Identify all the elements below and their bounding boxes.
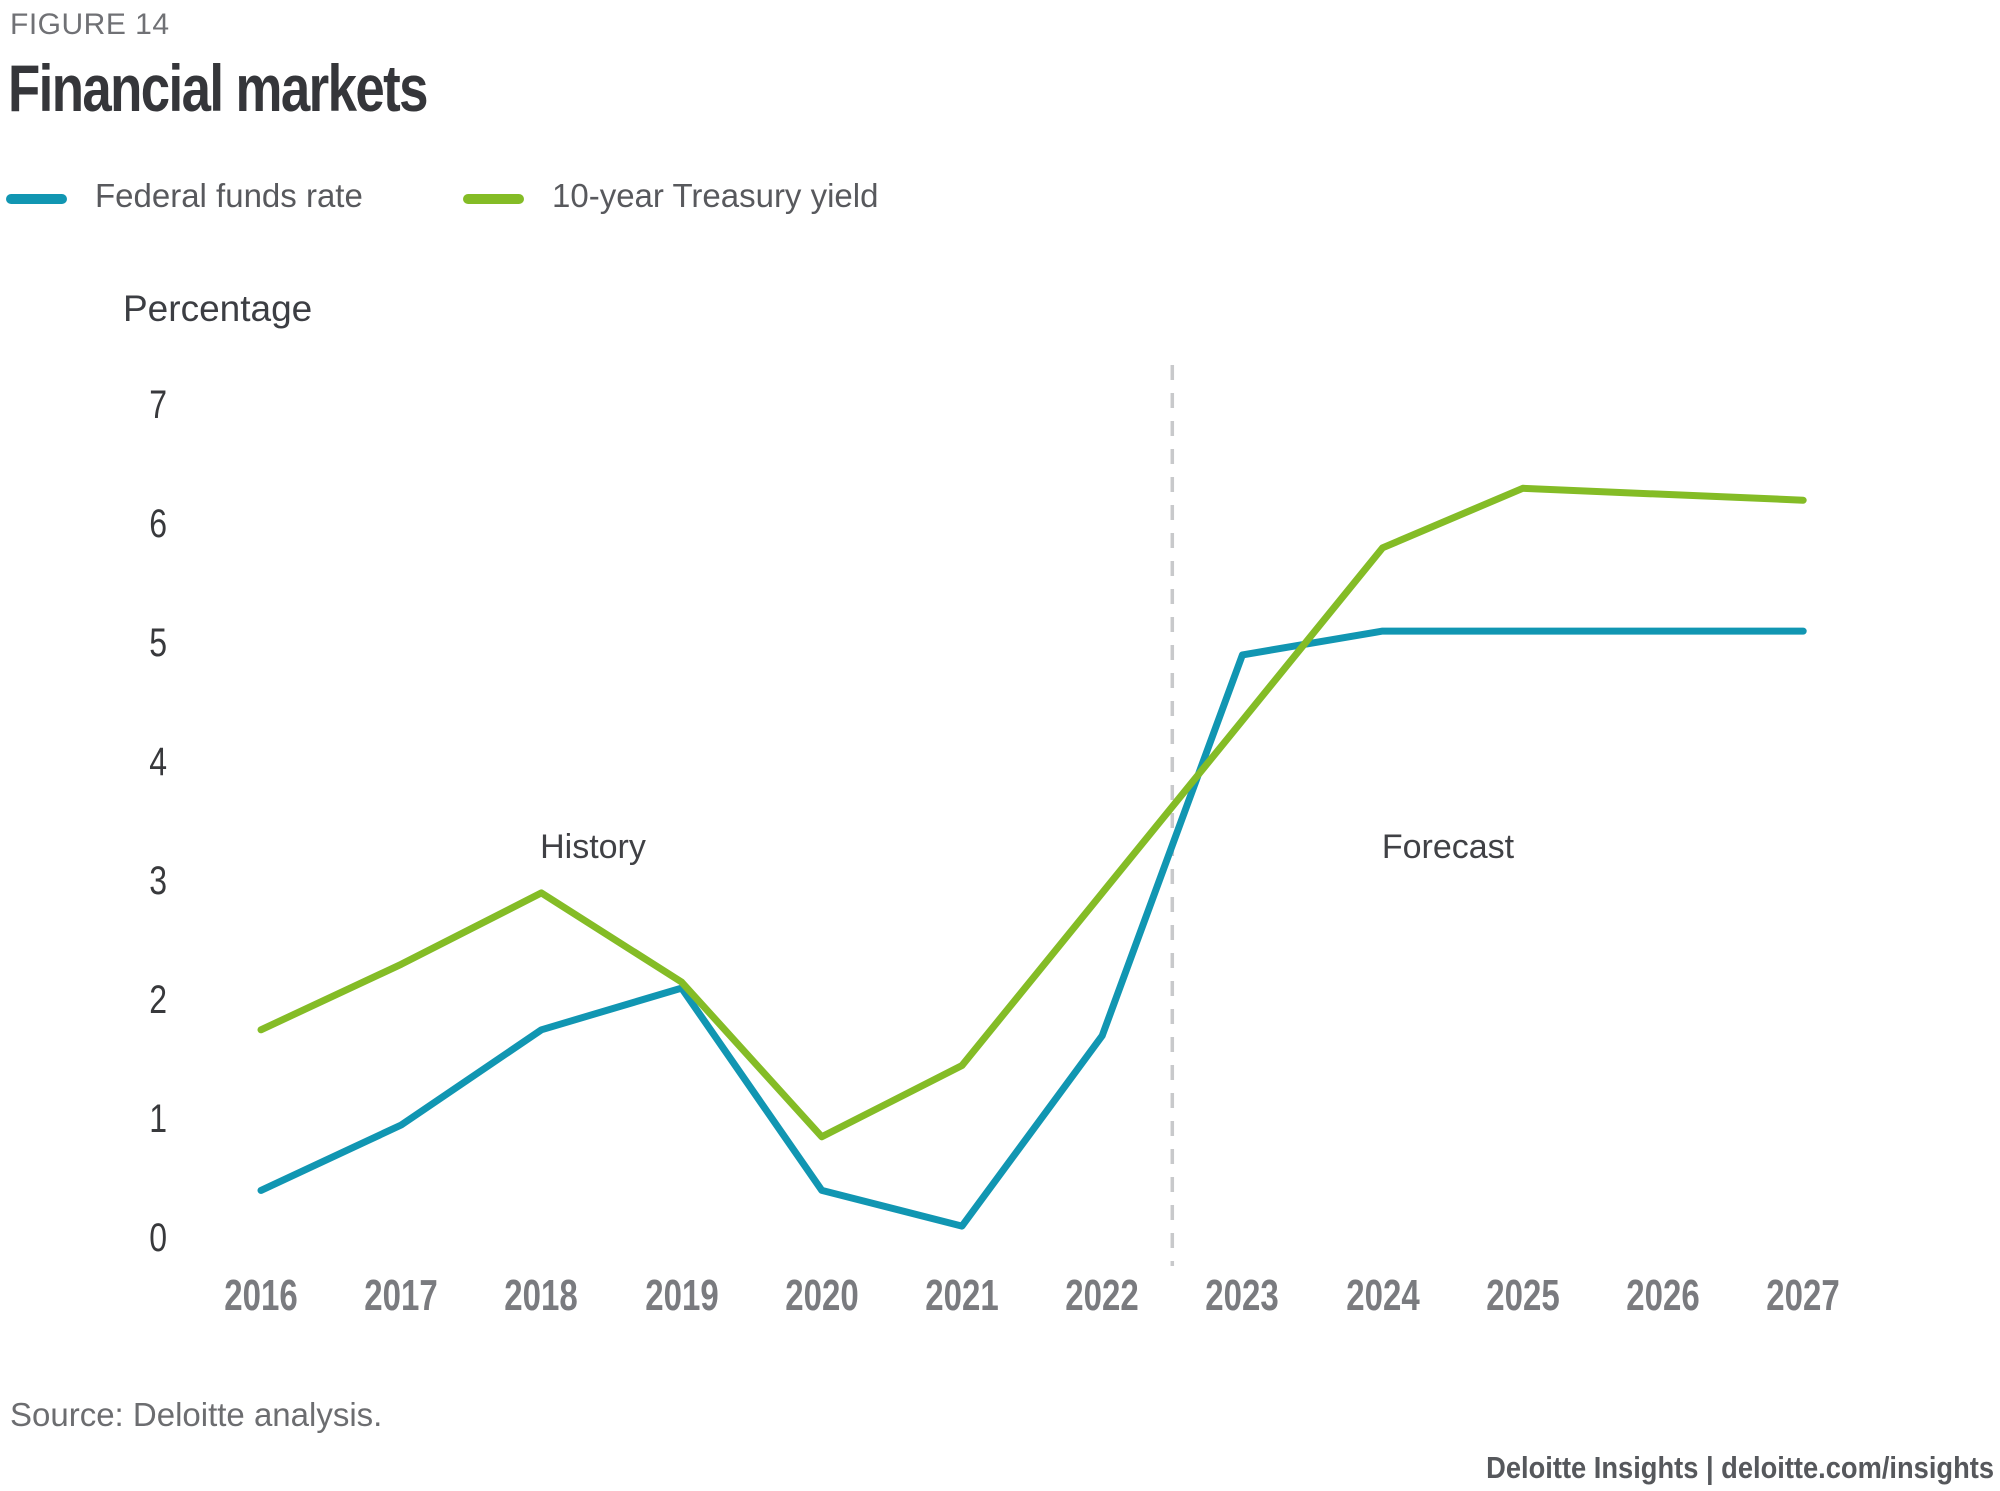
series-line-federal-funds-rate [257, 627, 1807, 1230]
x-tick-label: 2017 [364, 1271, 438, 1320]
x-tick-label: 2022 [1065, 1271, 1139, 1320]
x-tick-label: 2024 [1345, 1271, 1420, 1320]
x-tick-label: 2023 [1205, 1271, 1280, 1320]
x-tick-label: 2019 [644, 1271, 719, 1320]
x-tick-label: 2025 [1486, 1271, 1560, 1320]
y-tick-label: 4 [149, 740, 167, 784]
x-tick-label: 2027 [1766, 1271, 1840, 1320]
figure-label: FIGURE 14 [10, 8, 170, 41]
y-tick-label: 5 [149, 621, 167, 665]
y-tick-label: 7 [149, 383, 167, 427]
y-tick-label: 2 [149, 978, 167, 1022]
history-annotation: History [540, 828, 646, 866]
x-tick-label: 2026 [1626, 1271, 1700, 1320]
y-tick-label: 3 [149, 859, 167, 903]
series-line-10-year-treasury-yield [257, 484, 1807, 1141]
y-axis-label: Percentage [123, 288, 313, 329]
y-tick-label: 1 [149, 1097, 167, 1141]
x-tick-label: 2016 [224, 1271, 298, 1320]
page-title: Financial markets [8, 51, 428, 125]
footer-brand: Deloitte Insights | deloitte.com/insight… [1486, 1450, 1994, 1485]
y-tick-label: 0 [149, 1216, 167, 1260]
federal-funds-rate-legend-swatch [6, 194, 67, 204]
y-tick-label: 6 [149, 502, 167, 546]
10-year-treasury-yield-legend-swatch [463, 194, 524, 204]
source-note: Source: Deloitte analysis. [10, 1396, 383, 1433]
x-tick-label: 2020 [785, 1271, 859, 1320]
x-tick-label: 2018 [504, 1271, 579, 1320]
forecast-annotation: Forecast [1381, 828, 1515, 866]
10-year-treasury-yield-legend-label: 10-year Treasury yield [552, 177, 879, 214]
federal-funds-rate-legend-label: Federal funds rate [95, 177, 363, 214]
x-tick-label: 2021 [925, 1271, 999, 1320]
